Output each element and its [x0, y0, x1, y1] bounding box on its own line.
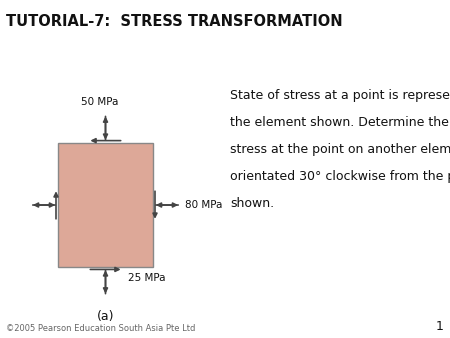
- Text: PROBLEM-1: PROBLEM-1: [6, 49, 102, 64]
- Text: shown.: shown.: [230, 197, 274, 210]
- Text: 1: 1: [436, 320, 444, 333]
- Text: (a): (a): [97, 311, 114, 323]
- Text: 50 MPa: 50 MPa: [81, 97, 118, 107]
- Text: 25 MPa: 25 MPa: [127, 273, 165, 283]
- Bar: [58, 143, 153, 267]
- Text: stress at the point on another element: stress at the point on another element: [230, 143, 450, 156]
- Text: TUTORIAL-7:  STRESS TRANSFORMATION: TUTORIAL-7: STRESS TRANSFORMATION: [6, 15, 342, 29]
- Text: orientated 30° clockwise from the position: orientated 30° clockwise from the positi…: [230, 170, 450, 183]
- Text: State of stress at a point is represented by: State of stress at a point is represente…: [230, 89, 450, 102]
- Text: ©2005 Pearson Education South Asia Pte Ltd: ©2005 Pearson Education South Asia Pte L…: [6, 324, 195, 333]
- Text: 80 MPa: 80 MPa: [185, 200, 222, 210]
- Text: the element shown. Determine the state of: the element shown. Determine the state o…: [230, 116, 450, 129]
